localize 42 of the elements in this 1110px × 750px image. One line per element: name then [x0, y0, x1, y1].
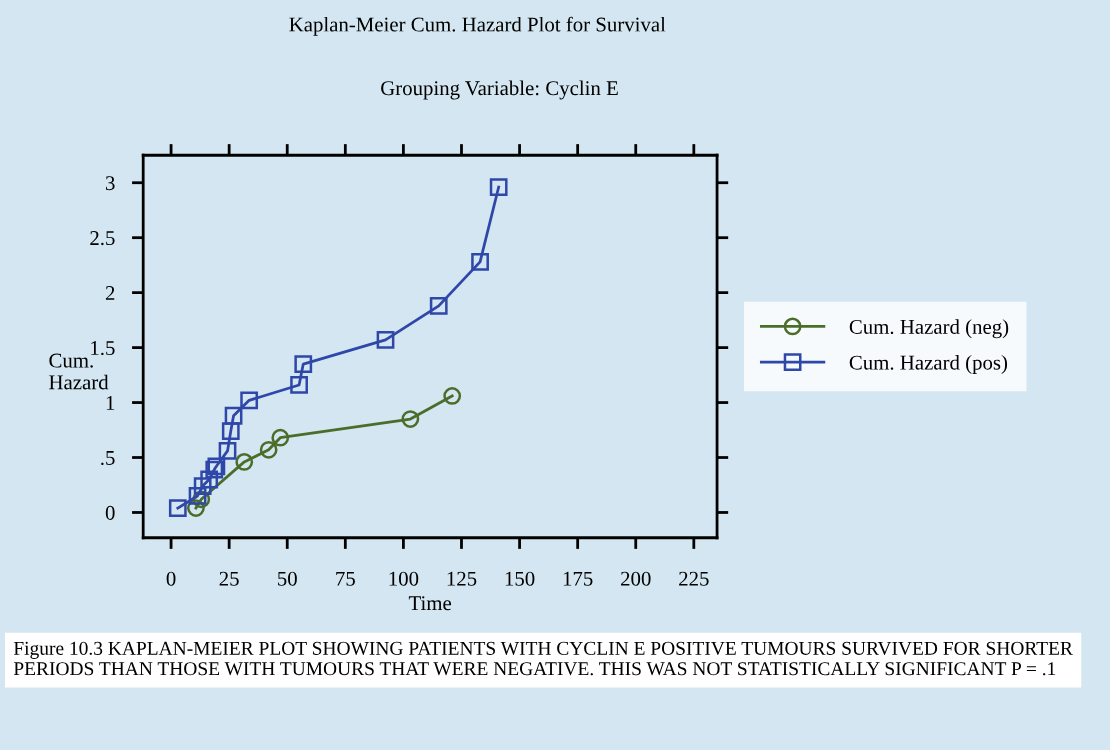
x-tick-label: 125 — [447, 571, 477, 586]
x-tick-label: 150 — [505, 571, 535, 586]
legend-label: Cum. Hazard (pos) — [849, 354, 1008, 374]
x-axis-title: Time — [408, 596, 452, 611]
point — [235, 453, 254, 471]
y-tick-label: 2.5 — [90, 231, 115, 246]
x-tick-label: 75 — [336, 571, 355, 586]
point — [443, 387, 462, 405]
x-tick-label: 175 — [563, 571, 593, 586]
point — [401, 410, 420, 428]
y-tick-label: 1 — [106, 396, 115, 410]
point — [429, 296, 448, 315]
point — [294, 355, 313, 373]
chart-subtitle: Grouping Variable: Cyclin E — [381, 80, 618, 100]
y-tick-label: 3 — [105, 176, 115, 191]
y-tick-label: .5 — [101, 451, 115, 466]
point — [224, 406, 243, 425]
x-tick-label: 200 — [621, 571, 651, 586]
point — [200, 470, 219, 489]
x-tick-label: 25 — [219, 571, 239, 586]
x-tick-label: 225 — [679, 571, 709, 586]
x-tick-label: 100 — [389, 571, 419, 586]
point — [240, 391, 259, 410]
point — [188, 487, 207, 505]
point — [290, 376, 308, 394]
point — [193, 477, 212, 495]
caption: Figure 10.3 KAPLAN-MEIER PLOT SHOWING PATIENTS WITH CYCLIN E POSITIVE TUMOURS SURVIVED FOR SHORTER PERIODS THAN THOSE WITH TUMOURS THAT WERE NEGATIVE. THIS WAS NOT STATISTICALLY SIGNIFICANT P = .1 — [13, 641, 1073, 676]
point — [221, 422, 240, 441]
y-tick-label: 0 — [105, 505, 115, 520]
x-tick-label: 0 — [166, 571, 176, 586]
chart-title: Kaplan-Meier Cum. Hazard Plot for Survival — [289, 16, 666, 36]
y-tick-label: 2 — [105, 286, 115, 300]
point — [168, 499, 187, 517]
legend-label: Cum. Hazard (neg) — [849, 319, 1009, 339]
point — [218, 442, 237, 460]
point — [489, 178, 508, 197]
point — [376, 331, 395, 349]
point — [259, 440, 278, 459]
point — [271, 428, 290, 447]
y-tick-label: 1.5 — [91, 341, 115, 356]
x-tick-label: 50 — [278, 571, 297, 586]
point — [471, 252, 489, 271]
